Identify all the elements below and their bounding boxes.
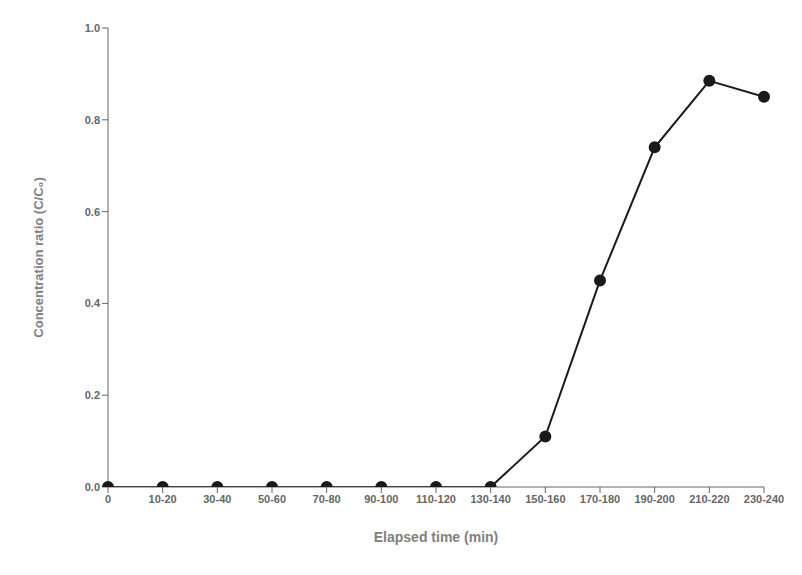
svg-text:0.8: 0.8 (85, 114, 100, 126)
svg-text:10-20: 10-20 (149, 493, 177, 505)
svg-text:210-220: 210-220 (689, 493, 729, 505)
svg-text:0.6: 0.6 (85, 206, 100, 218)
svg-text:0.4: 0.4 (85, 297, 101, 309)
svg-text:1.0: 1.0 (85, 22, 100, 34)
svg-text:230-240: 230-240 (744, 493, 784, 505)
svg-text:0: 0 (105, 493, 111, 505)
svg-text:110-120: 110-120 (416, 493, 456, 505)
svg-text:Elapsed time (min): Elapsed time (min) (374, 529, 498, 545)
svg-text:50-60: 50-60 (258, 493, 286, 505)
svg-text:90-100: 90-100 (364, 493, 398, 505)
svg-text:70-80: 70-80 (313, 493, 341, 505)
svg-text:170-180: 170-180 (580, 493, 620, 505)
svg-text:30-40: 30-40 (203, 493, 231, 505)
svg-text:130-140: 130-140 (470, 493, 510, 505)
svg-text:190-200: 190-200 (634, 493, 674, 505)
svg-text:Concentration ratio (C/C₀): Concentration ratio (C/C₀) (31, 177, 46, 337)
svg-text:0.0: 0.0 (85, 481, 100, 493)
svg-text:150-160: 150-160 (525, 493, 565, 505)
svg-text:0.2: 0.2 (85, 389, 100, 401)
